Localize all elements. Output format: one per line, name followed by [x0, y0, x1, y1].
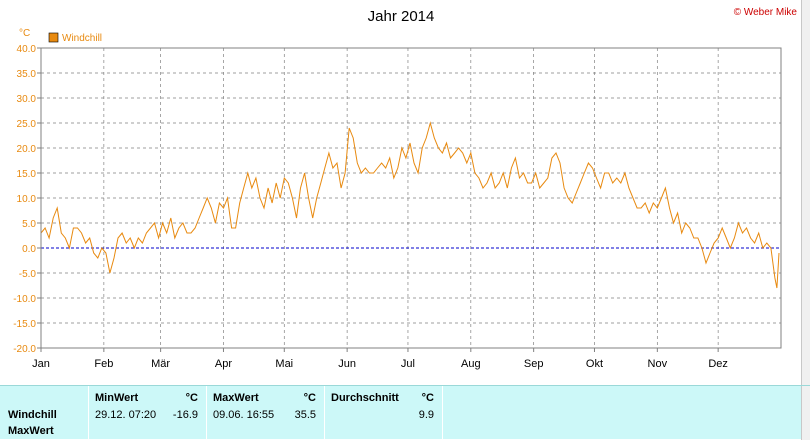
xtick-label: Nov [648, 358, 668, 370]
xtick-label: Mär [151, 358, 170, 370]
chart-svg: Jahr 2014 © Weber Mike °C Windchill 40.0… [13, 7, 798, 370]
xtick-label: Apr [215, 358, 232, 370]
stats-scrollbar[interactable] [801, 386, 810, 440]
xtick-label: Sep [524, 358, 544, 370]
ytick-label: -5.0 [19, 269, 37, 280]
ytick-label: -10.0 [13, 294, 36, 305]
ytick-label: 40.0 [17, 44, 37, 55]
max-unit: °C [303, 392, 316, 404]
ytick-label: -20.0 [13, 344, 36, 355]
min-datetime: 29.12. 07:20 [95, 409, 157, 421]
xtick-label: Mai [275, 358, 293, 370]
min-header: MinWert [95, 392, 139, 404]
empty-column [442, 386, 801, 440]
xtick-label: Dez [708, 358, 728, 370]
plot-frame [40, 47, 782, 349]
ytick-label: 15.0 [17, 169, 37, 180]
ytick-label: 5.0 [22, 219, 36, 230]
stats-panel: Windchill MaxWert MinWert °C 29.12. 07:2… [0, 385, 810, 440]
row-label-windchill: Windchill [8, 409, 57, 421]
xtick-label: Jan [32, 358, 50, 370]
ytick-label: 10.0 [17, 194, 37, 205]
y-axis-unit: °C [19, 28, 30, 39]
avg-value: 9.9 [418, 409, 434, 421]
ytick-label: 0.0 [22, 244, 36, 255]
ytick-label: 30.0 [17, 94, 37, 105]
xtick-label: Feb [94, 358, 113, 370]
ytick-label: -15.0 [13, 319, 36, 330]
legend-swatch [48, 32, 59, 43]
min-column: MinWert °C 29.12. 07:20 -16.9 [88, 386, 206, 440]
series-line-windchill [40, 121, 780, 289]
chart-scrollbar[interactable] [801, 0, 810, 385]
xtick-label: Okt [586, 358, 603, 370]
xtick-label: Aug [461, 358, 481, 370]
legend-label-windchill: Windchill [62, 33, 102, 44]
ytick-label: 25.0 [17, 119, 37, 130]
min-value: -16.9 [172, 409, 198, 421]
avg-unit: °C [421, 392, 434, 404]
x-tick-labels: Jan Feb Mär Apr Mai Jun Jul Aug Sep Okt Nov Dez [32, 348, 728, 370]
ytick-label: 35.0 [17, 69, 37, 80]
grid-lines [41, 48, 781, 348]
max-column: MaxWert °C 09.06. 16:55 35.5 [206, 386, 324, 440]
chart-area: Jahr 2014 © Weber Mike °C Windchill 40.0… [13, 0, 810, 385]
row-label-maxwert: MaxWert [8, 425, 54, 437]
xtick-label: Jun [338, 358, 356, 370]
max-datetime: 09.06. 16:55 [213, 409, 275, 421]
copyright-text: © Weber Mike [734, 7, 798, 18]
xtick-label: Jul [401, 358, 415, 370]
max-header: MaxWert [213, 392, 259, 404]
max-value: 35.5 [294, 409, 316, 421]
chart-title: Jahr 2014 [368, 8, 435, 25]
min-unit: °C [185, 392, 198, 404]
y-tick-labels: 40.0 35.0 30.0 25.0 20.0 15.0 10.0 5.0 0.0 -5.0 -1… [13, 44, 41, 355]
ytick-label: 20.0 [17, 144, 37, 155]
avg-header: Durchschnitt [331, 392, 399, 404]
avg-column: Durchschnitt °C 9.9 [324, 386, 442, 440]
